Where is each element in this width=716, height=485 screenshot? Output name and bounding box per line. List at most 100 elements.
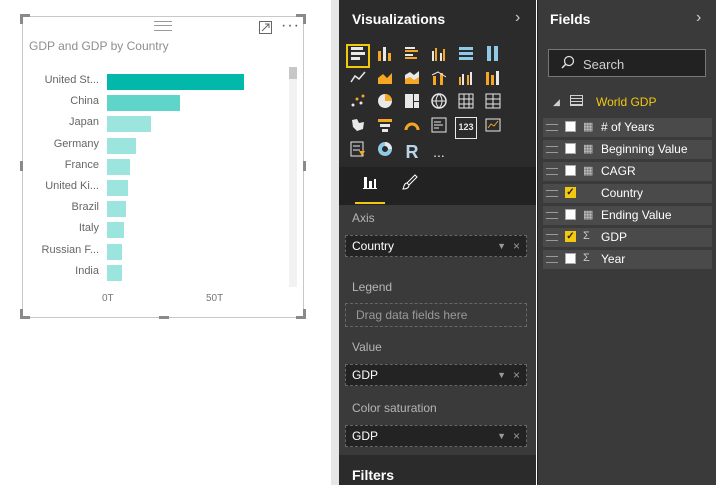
multi-row-card-icon[interactable] — [428, 117, 450, 139]
pie-chart-icon[interactable] — [374, 93, 396, 115]
resize-handle[interactable] — [303, 14, 306, 24]
bar[interactable] — [107, 158, 130, 175]
table-name[interactable]: World GDP — [596, 95, 657, 109]
drag-handle-icon[interactable] — [546, 212, 558, 219]
sigma-icon: Σ — [583, 230, 590, 242]
drag-handle-icon[interactable] — [546, 124, 558, 131]
kpi-icon[interactable] — [482, 117, 504, 139]
bar[interactable] — [107, 74, 245, 90]
chevron-down-icon[interactable]: ▼ — [497, 370, 506, 380]
field-item[interactable]: ▦ CAGR — [543, 162, 712, 181]
resize-handle[interactable] — [303, 309, 306, 319]
remove-field-icon[interactable]: × — [512, 239, 520, 253]
card-visual-icon[interactable]: 123 — [455, 117, 477, 139]
r-script-visual-icon[interactable]: R — [405, 142, 419, 162]
scatter-chart-icon[interactable] — [347, 93, 369, 115]
resize-handle[interactable] — [303, 161, 306, 171]
field-item[interactable]: ✓ Σ GDP — [543, 228, 712, 247]
field-checkbox[interactable]: ✓ — [565, 187, 576, 198]
chart-scrollbar[interactable] — [289, 67, 297, 287]
clustered-column-chart-icon[interactable] — [428, 45, 450, 67]
bar-chart-visual[interactable]: ··· GDP and GDP by Country United St... C… — [20, 14, 306, 319]
chevron-right-icon[interactable]: › — [515, 9, 521, 26]
chart-scroll-thumb[interactable] — [289, 67, 297, 79]
ribbon-chart-icon[interactable] — [482, 69, 504, 91]
field-checkbox[interactable] — [565, 121, 576, 132]
clustered-bar-chart-icon[interactable] — [401, 45, 423, 67]
line-and-clustered-column-icon[interactable] — [455, 69, 477, 91]
donut-chart-icon[interactable] — [374, 141, 396, 163]
focus-mode-icon[interactable] — [259, 21, 273, 35]
more-visuals-icon[interactable]: ... — [433, 144, 445, 160]
search-input[interactable]: Search — [548, 49, 706, 77]
100-percent-bar-chart-icon[interactable] — [455, 45, 477, 67]
drag-handle-icon[interactable] — [546, 256, 558, 263]
drag-handle-icon[interactable] — [546, 168, 558, 175]
table-icon — [570, 95, 583, 106]
bar[interactable] — [107, 116, 151, 133]
drag-handle-icon[interactable] — [546, 146, 558, 153]
bar[interactable] — [107, 264, 122, 281]
stacked-bar-chart-icon[interactable] — [346, 44, 370, 68]
table-visual-icon[interactable] — [482, 93, 504, 115]
gauge-chart-icon[interactable] — [401, 117, 423, 139]
treemap-icon[interactable] — [401, 93, 423, 115]
y-tick-label: India — [75, 264, 99, 277]
stacked-column-chart-icon[interactable] — [374, 45, 396, 67]
field-item[interactable]: ▦ Beginning Value — [543, 140, 712, 159]
bar[interactable] — [107, 137, 137, 154]
field-item[interactable]: ▦ # of Years — [543, 118, 712, 137]
area-chart-icon[interactable] — [374, 69, 396, 91]
bar[interactable] — [107, 180, 128, 196]
bar[interactable] — [107, 222, 124, 239]
search-placeholder: Search — [583, 57, 625, 72]
bar[interactable] — [107, 201, 126, 218]
resize-handle[interactable] — [20, 14, 30, 17]
100-percent-column-chart-icon[interactable] — [482, 45, 504, 67]
expand-caret-icon[interactable]: ◢ — [553, 97, 560, 107]
bar[interactable] — [107, 95, 180, 112]
drag-handle-icon[interactable] — [546, 234, 558, 241]
more-options-icon[interactable]: ··· — [281, 17, 300, 34]
drag-grip-icon[interactable] — [154, 21, 172, 31]
field-checkbox[interactable] — [565, 143, 576, 154]
line-chart-icon[interactable] — [347, 69, 369, 91]
remove-field-icon[interactable]: × — [512, 429, 520, 443]
funnel-chart-icon[interactable] — [374, 117, 396, 139]
field-item[interactable]: ✓ Country — [543, 184, 712, 203]
filters-section[interactable]: Filters — [339, 455, 536, 485]
bar[interactable] — [107, 243, 122, 260]
drag-handle-icon[interactable] — [546, 190, 558, 197]
remove-field-icon[interactable]: × — [512, 368, 520, 382]
chevron-down-icon[interactable]: ▼ — [497, 241, 506, 251]
chevron-down-icon[interactable]: ▼ — [497, 431, 506, 441]
slicer-icon[interactable] — [347, 141, 369, 163]
field-item[interactable]: Σ Year — [543, 250, 712, 269]
axis-well-field[interactable]: Country ▼ × — [345, 235, 527, 257]
field-checkbox[interactable] — [565, 165, 576, 176]
field-item[interactable]: ▦ Ending Value — [543, 206, 712, 225]
stacked-area-chart-icon[interactable] — [401, 69, 423, 91]
legend-drop-zone[interactable]: Drag data fields here — [345, 303, 527, 327]
shape-map-icon[interactable] — [347, 117, 369, 139]
fields-tab-icon[interactable] — [357, 173, 383, 197]
chevron-right-icon[interactable]: › — [696, 9, 702, 26]
field-checkbox[interactable]: ✓ — [565, 231, 576, 242]
resize-handle[interactable] — [296, 316, 306, 319]
filled-map-icon[interactable] — [455, 93, 477, 115]
resize-handle[interactable] — [20, 309, 23, 319]
color-saturation-well-field[interactable]: GDP ▼ × — [345, 425, 527, 447]
resize-handle[interactable] — [20, 161, 23, 171]
field-name: Country — [601, 186, 644, 200]
field-checkbox[interactable] — [565, 209, 576, 220]
field-checkbox[interactable] — [565, 253, 576, 264]
resize-handle[interactable] — [159, 316, 169, 319]
resize-handle[interactable] — [20, 316, 30, 319]
map-icon[interactable] — [428, 93, 450, 115]
value-well-field[interactable]: GDP ▼ × — [345, 364, 527, 386]
resize-handle[interactable] — [20, 14, 23, 24]
color-saturation-well-label: Color saturation — [352, 401, 437, 415]
line-and-column-chart-icon[interactable] — [428, 69, 450, 91]
format-paint-brush-icon[interactable] — [397, 173, 423, 197]
resize-handle[interactable] — [296, 14, 306, 17]
